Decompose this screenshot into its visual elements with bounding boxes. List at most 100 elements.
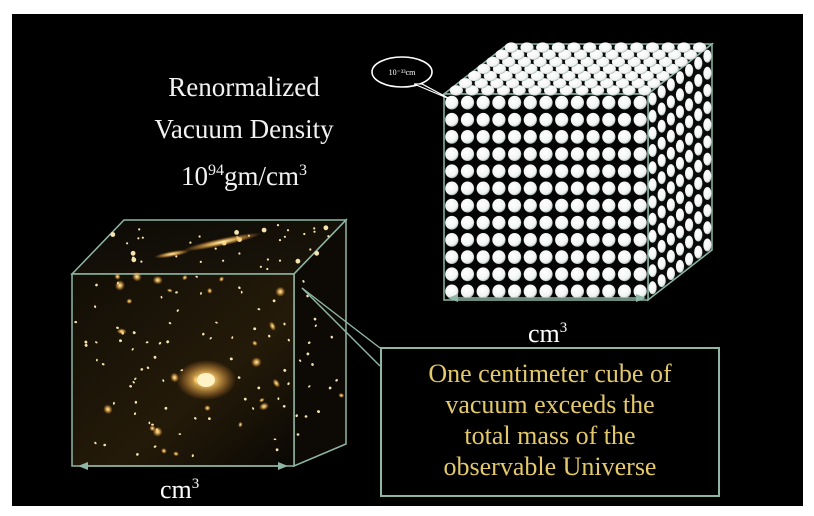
- lattice-sphere: [648, 281, 657, 295]
- slide: 10⁻³³cm Renormalized Vacuum Density 10: [12, 14, 803, 506]
- lattice-sphere: [508, 215, 522, 230]
- lattice-sphere: [657, 188, 666, 202]
- lattice-sphere: [523, 164, 537, 179]
- galaxy-dot: [146, 366, 150, 370]
- lattice-sphere: [630, 42, 644, 53]
- lattice-sphere: [570, 130, 585, 144]
- lattice-sphere: [523, 112, 537, 127]
- lattice-sphere: [614, 42, 628, 53]
- lattice-sphere: [657, 85, 666, 99]
- lattice-sphere: [555, 112, 569, 127]
- lattice-sphere: [570, 284, 585, 299]
- lattice-sphere: [633, 95, 647, 110]
- lattice-sphere: [508, 284, 522, 299]
- lattice-sphere: [617, 233, 632, 247]
- galaxy-dot: [253, 327, 257, 331]
- galaxy-dot: [251, 357, 262, 368]
- lattice-sphere: [570, 198, 585, 213]
- lattice-sphere: [657, 239, 666, 253]
- lattice-sphere: [460, 95, 475, 110]
- galaxy-dot: [313, 230, 316, 233]
- lattice-sphere: [553, 78, 567, 89]
- lattice-sphere: [460, 250, 475, 264]
- lattice-sphere: [617, 267, 632, 282]
- galaxy-dot: [160, 295, 163, 299]
- lattice-sphere: [657, 154, 666, 167]
- galaxy-dot: [202, 332, 205, 336]
- galaxy-dot: [175, 291, 178, 294]
- lattice-sphere: [674, 56, 688, 68]
- galaxy-dot: [95, 358, 98, 362]
- callout-line: observable Universe: [443, 452, 657, 481]
- lattice-sphere: [492, 95, 506, 110]
- lattice-sphere: [555, 181, 569, 196]
- lattice-sphere: [648, 212, 657, 226]
- galaxy-dot: [148, 421, 151, 425]
- lattice-sphere: [584, 78, 598, 89]
- galaxy-field: [74, 224, 345, 458]
- lattice-sphere: [633, 233, 647, 247]
- lattice-sphere: [555, 215, 569, 230]
- top-galaxy-streak: [182, 232, 262, 252]
- galaxy-dot: [164, 406, 168, 410]
- galaxy-dot: [168, 322, 172, 325]
- galaxy-dot: [131, 348, 134, 351]
- lattice-sphere: [586, 95, 600, 110]
- lattice-sphere: [555, 198, 569, 213]
- lattice-sphere: [445, 181, 459, 196]
- lattice-sphere: [460, 233, 475, 247]
- lattice-sphere: [666, 198, 676, 212]
- lattice-sphere: [586, 181, 600, 196]
- lattice-sphere: [648, 144, 657, 157]
- lattice-sphere: [703, 84, 712, 97]
- galaxy-dot: [162, 379, 165, 382]
- lattice-sphere: [633, 112, 647, 127]
- lattice-sphere: [694, 159, 703, 173]
- lattice-sphere: [445, 164, 459, 179]
- lattice-sphere: [570, 267, 585, 282]
- lattice-sphere: [703, 238, 712, 252]
- lattice-sphere: [617, 198, 632, 213]
- lattice-sphere: [694, 125, 703, 139]
- galaxy-dot: [110, 232, 116, 237]
- lattice-sphere: [648, 195, 657, 209]
- galaxy-dot: [204, 405, 211, 412]
- lattice-sphere: [633, 130, 647, 144]
- lattice-sphere: [492, 215, 506, 230]
- arrowhead-right: [636, 294, 646, 302]
- galaxy-dot: [141, 236, 144, 239]
- lattice-sphere: [508, 233, 522, 247]
- lattice-sphere: [659, 56, 673, 68]
- lattice-sphere: [460, 164, 475, 179]
- lattice-sphere: [675, 174, 685, 188]
- galaxy-dot: [298, 359, 302, 362]
- lattice-sphere: [460, 130, 475, 144]
- galaxy-dot: [94, 341, 98, 344]
- lattice-sphere: [568, 78, 583, 89]
- galaxy-dot: [145, 341, 149, 344]
- lattice-sphere: [508, 130, 522, 144]
- lattice-sphere: [555, 250, 569, 264]
- lattice-sphere: [521, 78, 535, 89]
- lattice-sphere: [502, 56, 516, 68]
- lattice-sphere: [539, 181, 553, 196]
- galaxy-dot: [132, 271, 142, 282]
- lattice-sphere: [602, 284, 616, 299]
- galaxy-dot: [261, 227, 267, 233]
- lattice-sphere: [602, 164, 616, 179]
- density-exponent: 94: [208, 162, 224, 179]
- lattice-sphere: [492, 250, 506, 264]
- galaxy-dot: [259, 402, 269, 411]
- lattice-sphere: [666, 95, 676, 109]
- galaxy-dot: [134, 377, 137, 380]
- lattice-sphere: [539, 250, 553, 264]
- galaxy-dot: [119, 339, 122, 343]
- lattice-sphere: [460, 215, 475, 230]
- lattice-sphere: [694, 245, 703, 259]
- lattice-sphere: [586, 198, 600, 213]
- galaxy-dot: [153, 445, 157, 448]
- galaxy-cube: [70, 218, 348, 470]
- lattice-sphere: [685, 149, 694, 163]
- galaxy-dot: [116, 326, 119, 329]
- lattice-sphere: [617, 181, 632, 196]
